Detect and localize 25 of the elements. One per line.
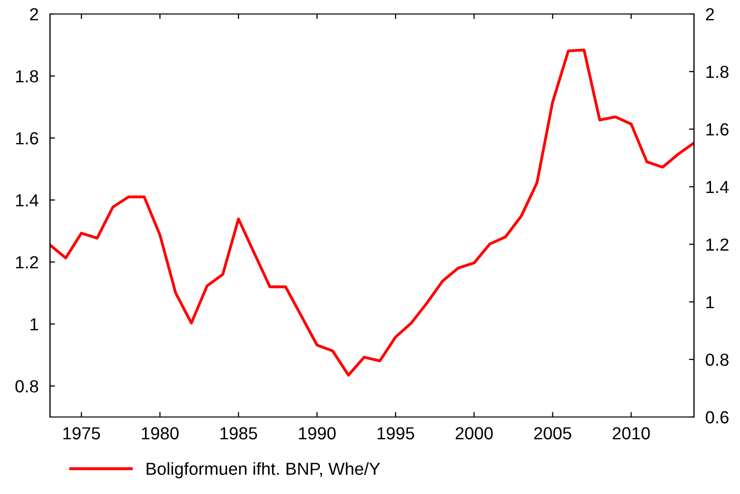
y-tick-label: 1.8 (16, 70, 38, 82)
y-tick-label: 1.4 (16, 194, 38, 206)
y-tick-label: 1.2 (16, 256, 38, 268)
x-tick-label: 2005 (534, 427, 572, 440)
x-tick-label: 1985 (220, 427, 258, 440)
y-tick-label: 1 (30, 318, 38, 330)
y-tick-label: 1.6 (16, 132, 38, 144)
x-tick-label: 2000 (456, 427, 493, 440)
y2-tick-label: 0.6 (706, 411, 728, 424)
y2-tick-label: 1.6 (706, 123, 728, 136)
y2-tick-label: 1.2 (706, 238, 728, 251)
y-tick-label: 2 (30, 8, 38, 20)
x-tick-label: 2010 (612, 427, 650, 440)
y2-tick-label: 2 (706, 8, 714, 20)
x-tick-label: 1975 (63, 427, 100, 440)
x-tick-label: 1990 (299, 427, 336, 440)
legend-label: Boligformuen ifht. BNP, Whe/Y (146, 462, 380, 478)
x-tick-label: 1995 (378, 427, 414, 440)
y2-tick-label: 1.4 (706, 181, 729, 194)
y2-tick-label: 0.8 (706, 354, 728, 366)
y2-tick-label: 1.8 (706, 66, 728, 78)
x-tick-label: 1980 (142, 427, 179, 440)
y2-tick-label: 1 (706, 296, 714, 308)
y-tick-label: 0.8 (15, 380, 38, 392)
line-series (50, 48, 694, 377)
